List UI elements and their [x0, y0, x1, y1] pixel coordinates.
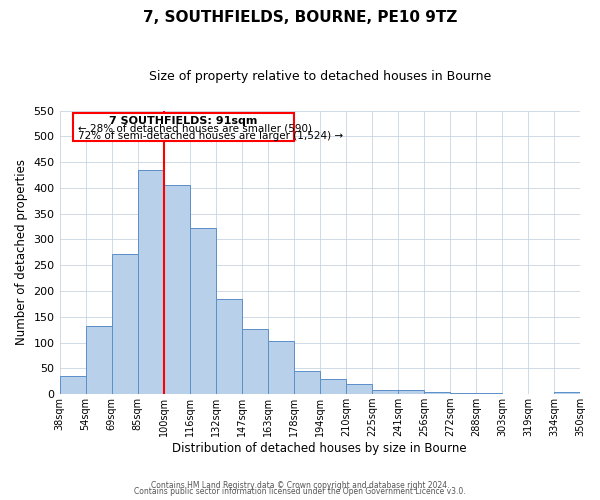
X-axis label: Distribution of detached houses by size in Bourne: Distribution of detached houses by size …: [172, 442, 467, 455]
Text: 7 SOUTHFIELDS: 91sqm: 7 SOUTHFIELDS: 91sqm: [109, 116, 257, 126]
Y-axis label: Number of detached properties: Number of detached properties: [15, 160, 28, 346]
Bar: [346, 384, 372, 394]
Bar: [112, 254, 137, 394]
Bar: [137, 170, 164, 394]
Bar: [476, 393, 502, 394]
Text: Contains public sector information licensed under the Open Government Licence v3: Contains public sector information licen…: [134, 487, 466, 496]
Bar: [554, 392, 580, 394]
Text: Contains HM Land Registry data © Crown copyright and database right 2024.: Contains HM Land Registry data © Crown c…: [151, 481, 449, 490]
Bar: [86, 326, 112, 394]
Bar: [320, 378, 346, 394]
Bar: [190, 228, 215, 394]
Bar: [215, 300, 242, 394]
Bar: [294, 371, 320, 394]
Bar: [372, 390, 398, 394]
Text: 72% of semi-detached houses are larger (1,524) →: 72% of semi-detached houses are larger (…: [78, 131, 343, 141]
Bar: [398, 390, 424, 394]
Bar: [450, 392, 476, 394]
Bar: [424, 392, 450, 394]
Text: ← 28% of detached houses are smaller (590): ← 28% of detached houses are smaller (59…: [78, 124, 312, 134]
Bar: [242, 328, 268, 394]
Text: 7, SOUTHFIELDS, BOURNE, PE10 9TZ: 7, SOUTHFIELDS, BOURNE, PE10 9TZ: [143, 10, 457, 25]
FancyBboxPatch shape: [73, 113, 294, 141]
Bar: [268, 340, 294, 394]
Title: Size of property relative to detached houses in Bourne: Size of property relative to detached ho…: [149, 70, 491, 83]
Bar: [164, 186, 190, 394]
Bar: [59, 376, 86, 394]
